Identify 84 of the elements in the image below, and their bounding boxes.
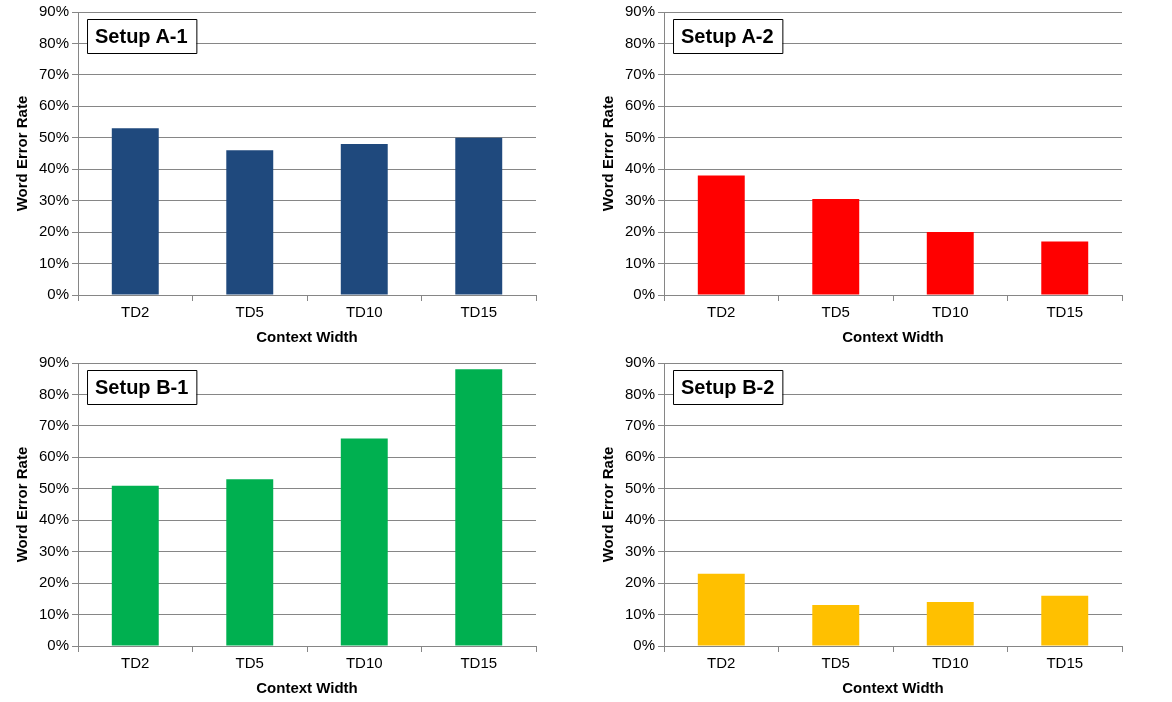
y-tick-label: 40% (38, 159, 70, 177)
text: Setup A-1 (95, 24, 188, 47)
y-tick-label: 70% (624, 65, 656, 83)
bar (111, 485, 159, 646)
x-tick-label: TD5 (821, 303, 850, 321)
y-tick-label: 20% (38, 573, 70, 591)
x-tick-label: TD5 (821, 654, 850, 672)
y-tick-label: 50% (38, 127, 70, 145)
y-tick-label: 70% (38, 65, 70, 83)
x-tick-label: TD10 (931, 654, 969, 672)
bar (812, 605, 860, 646)
y-tick-label: 90% (38, 2, 70, 20)
y-tick-label: 60% (624, 447, 656, 465)
x-axis-title: Context Width (256, 328, 358, 346)
x-tick-label: TD10 (345, 303, 383, 321)
x-tick-label: TD2 (707, 654, 736, 672)
text: Setup B-1 (95, 375, 189, 398)
y-tick-label: 60% (38, 447, 70, 465)
y-axis-title: Word Error Rate (13, 446, 31, 563)
bar (697, 573, 745, 646)
y-tick-label: 40% (624, 510, 656, 528)
y-tick-label: 10% (38, 604, 70, 622)
x-tick-label: TD5 (235, 303, 264, 321)
bar (455, 137, 503, 295)
x-tick-label: TD15 (1046, 303, 1084, 321)
y-tick-label: 40% (38, 510, 70, 528)
y-tick-label: 50% (624, 127, 656, 145)
bar (1041, 595, 1089, 646)
y-tick-label: 10% (38, 253, 70, 271)
y-tick-label: 80% (38, 33, 70, 51)
y-tick-label: 30% (38, 190, 70, 208)
text: Setup A-2 (681, 24, 774, 47)
y-tick-label: 30% (624, 190, 656, 208)
x-axis-title: Context Width (842, 679, 944, 697)
x-tick-label: TD15 (460, 654, 498, 672)
y-tick-label: 60% (624, 96, 656, 114)
x-tick-label: TD15 (460, 303, 498, 321)
text: Setup B-2 (681, 375, 775, 398)
bar (926, 232, 974, 295)
y-tick-label: 20% (624, 573, 656, 591)
y-axis-title: Word Error Rate (599, 95, 617, 212)
y-tick-label: 0% (47, 285, 70, 303)
x-tick-label: TD10 (931, 303, 969, 321)
x-axis-title: Context Width (256, 679, 358, 697)
y-tick-label: 10% (624, 253, 656, 271)
y-axis-title: Word Error Rate (13, 95, 31, 212)
y-tick-label: 90% (624, 2, 656, 20)
y-tick-label: 40% (624, 159, 656, 177)
y-tick-label: 70% (624, 416, 656, 434)
y-tick-label: 0% (47, 636, 70, 654)
x-axis-title: Context Width (842, 328, 944, 346)
y-tick-label: 80% (624, 384, 656, 402)
y-tick-label: 50% (38, 478, 70, 496)
y-tick-label: 30% (38, 541, 70, 559)
y-tick-label: 0% (633, 636, 656, 654)
y-tick-label: 10% (624, 604, 656, 622)
y-axis-title: Word Error Rate (599, 446, 617, 563)
y-tick-label: 90% (38, 353, 70, 371)
x-tick-label: TD2 (707, 303, 736, 321)
y-tick-label: 20% (38, 222, 70, 240)
x-tick-label: TD5 (235, 654, 264, 672)
bar (226, 479, 274, 646)
x-tick-label: TD2 (121, 654, 150, 672)
y-tick-label: 30% (624, 541, 656, 559)
bar (926, 601, 974, 646)
bar (340, 144, 388, 295)
y-tick-label: 70% (38, 416, 70, 434)
y-tick-label: 0% (633, 285, 656, 303)
y-tick-label: 80% (624, 33, 656, 51)
x-tick-label: TD15 (1046, 654, 1084, 672)
bar (455, 369, 503, 646)
y-tick-label: 80% (38, 384, 70, 402)
x-tick-label: TD2 (121, 303, 150, 321)
bar (812, 199, 860, 295)
bar (1041, 241, 1089, 295)
bar (111, 128, 159, 295)
bar (226, 150, 274, 295)
x-tick-label: TD10 (345, 654, 383, 672)
bar (340, 438, 388, 646)
y-tick-label: 60% (38, 96, 70, 114)
y-tick-label: 20% (624, 222, 656, 240)
y-tick-label: 90% (624, 353, 656, 371)
bar (697, 175, 745, 295)
y-tick-label: 50% (624, 478, 656, 496)
